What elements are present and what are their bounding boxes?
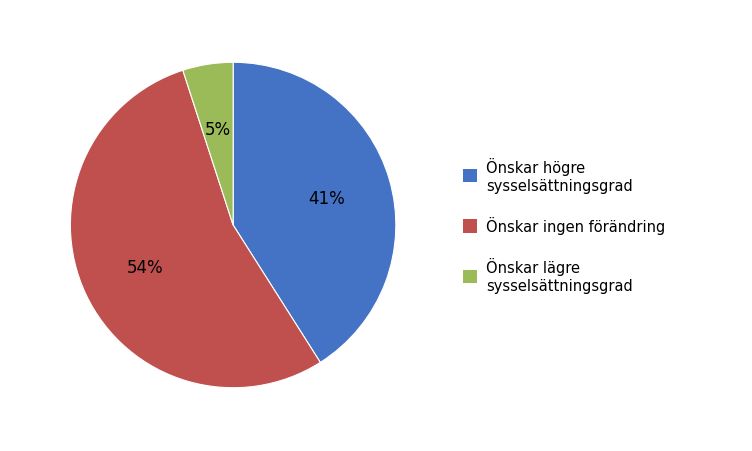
Wedge shape (233, 63, 396, 363)
Text: 54%: 54% (126, 258, 163, 276)
Wedge shape (183, 63, 233, 226)
Legend: Önskar högre
sysselsättningsgrad, Önskar ingen förändring, Önskar lägre
sysselsä: Önskar högre sysselsättningsgrad, Önskar… (462, 158, 666, 293)
Wedge shape (71, 71, 320, 388)
Text: 41%: 41% (308, 189, 345, 207)
Text: 5%: 5% (205, 120, 231, 138)
